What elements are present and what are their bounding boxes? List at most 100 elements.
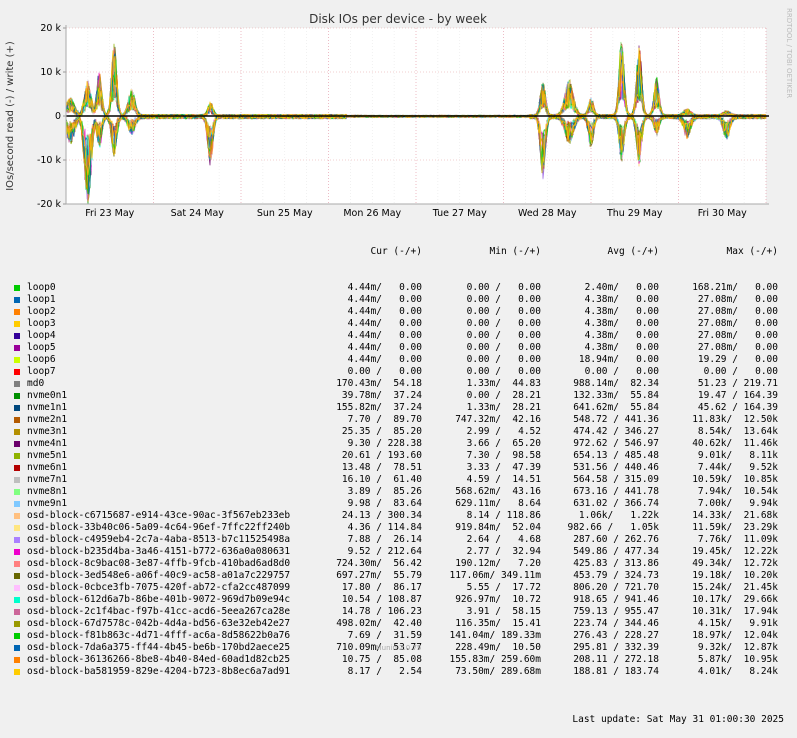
legend-cur: 14.78 / 106.23	[341, 606, 422, 617]
legend-cur: 10.75 / 85.08	[341, 654, 422, 665]
legend-max: 9.32k/ 12.87k	[697, 642, 778, 653]
legend-avg: 759.13 / 955.47	[573, 606, 659, 617]
legend-max: 27.08m/ 0.00	[697, 306, 778, 317]
legend-max: 7.44k/ 9.52k	[697, 462, 778, 473]
legend-avg: 988.14m/ 82.34	[573, 378, 659, 389]
legend-row: osd-block-3ed548e6-a06f-40c9-ac58-a01a7c…	[0, 570, 797, 582]
legend-swatch	[14, 405, 20, 411]
col-max-header: Max (-/+)	[726, 246, 778, 257]
legend-cur: 4.36 / 114.84	[347, 522, 422, 533]
legend-min: 0.00 / 0.00	[466, 354, 541, 365]
legend-row: nvme2n1 7.70 / 89.70 747.32m/ 42.16 548.72 …	[0, 414, 797, 426]
legend-row: nvme6n1 13.48 / 78.51 3.33 / 47.39 531.56 /…	[0, 462, 797, 474]
legend-label: loop5	[27, 342, 56, 353]
legend-max: 40.62k/ 11.46k	[692, 438, 778, 449]
legend-min: 568.62m/ 43.16	[455, 486, 541, 497]
legend-max: 10.59k/ 10.85k	[692, 474, 778, 485]
last-update-row: Last update: Sat May 31 01:00:30 2025	[0, 702, 797, 725]
x-tick-label: Wed 28 May	[518, 208, 577, 219]
legend-cur: 9.30 / 228.38	[347, 438, 422, 449]
legend-max: 4.01k/ 8.24k	[697, 666, 778, 677]
legend-cur: 7.88 / 26.14	[347, 534, 422, 545]
legend-swatch	[14, 525, 20, 531]
legend-cur: 4.44m/ 0.00	[347, 342, 422, 353]
legend-label: loop7	[27, 366, 56, 377]
legend-swatch	[14, 489, 20, 495]
legend-avg: 295.81 / 332.39	[573, 642, 659, 653]
legend-swatch	[14, 333, 20, 339]
legend-avg: 0.00 / 0.00	[584, 366, 659, 377]
legend-avg: 474.42 / 346.27	[573, 426, 659, 437]
legend-max: 15.24k/ 21.45k	[692, 582, 778, 593]
chart: Disk IOs per device - by week IOs/second…	[5, 8, 793, 219]
legend-max: 51.23 / 219.71	[697, 378, 778, 389]
legend-label: osd-block-36136266-8be8-4b40-84ed-60ad1d…	[27, 654, 291, 665]
legend-swatch	[14, 393, 20, 399]
legend-cur: 155.82m/ 37.24	[336, 402, 422, 413]
x-tick-label: Fri 23 May	[85, 208, 134, 219]
legend-avg: 4.38m/ 0.00	[584, 294, 659, 305]
legend-swatch	[14, 453, 20, 459]
col-avg-header: Avg (-/+)	[607, 246, 659, 257]
legend-min: 926.97m/ 10.72	[455, 594, 541, 605]
legend-min: 0.00 / 28.21	[466, 390, 541, 401]
y-tick-label: 20 k	[40, 23, 61, 34]
legend-row: osd-block-c4959eb4-2c7a-4aba-8513-b7c115…	[0, 534, 797, 546]
legend-label: osd-block-f81b863c-4d71-4fff-ac6a-8d5862…	[27, 630, 291, 641]
legend-max: 10.31k/ 17.94k	[692, 606, 778, 617]
x-tick-label: Sat 24 May	[171, 208, 225, 219]
legend-row: osd-block-0cbce3fb-7075-420f-ab72-cfa2cc…	[0, 582, 797, 594]
legend-label: md0	[27, 378, 45, 389]
legend-avg: 4.38m/ 0.00	[584, 330, 659, 341]
legend-min: 155.83m/ 259.60m	[449, 654, 541, 665]
legend-min: 0.00 / 0.00	[466, 366, 541, 377]
legend-row: osd-block-2c1f4bac-f97b-41cc-acd6-5eea26…	[0, 606, 797, 618]
legend-min: 0.00 / 0.00	[466, 282, 541, 293]
legend-label: nvme4n1	[27, 438, 68, 449]
legend-cur: 4.44m/ 0.00	[347, 354, 422, 365]
legend-swatch	[14, 357, 20, 363]
y-tick-label: -20 k	[37, 199, 62, 210]
legend-max: 19.18k/ 10.20k	[692, 570, 778, 581]
legend-label: osd-block-0cbce3fb-7075-420f-ab72-cfa2cc…	[27, 582, 291, 593]
legend-min: 117.06m/ 349.11m	[449, 570, 541, 581]
legend-avg: 918.65 / 941.46	[573, 594, 659, 605]
legend-max: 168.21m/ 0.00	[692, 282, 778, 293]
legend-label: osd-block-8c9bac08-3e87-4ffb-9fcb-410bad…	[27, 558, 291, 569]
legend-max: 19.29 / 0.00	[697, 354, 778, 365]
legend-cur: 697.27m/ 55.79	[336, 570, 422, 581]
legend-avg: 132.33m/ 55.84	[573, 390, 659, 401]
legend-max: 5.87k/ 10.95k	[697, 654, 778, 665]
legend-cur: 3.89 / 85.26	[347, 486, 422, 497]
legend-label: nvme3n1	[27, 426, 68, 437]
legend-avg: 2.40m/ 0.00	[584, 282, 659, 293]
legend-cur: 4.44m/ 0.00	[347, 282, 422, 293]
legend-cur: 8.17 / 2.54	[347, 666, 422, 677]
legend-min: 0.00 / 0.00	[466, 294, 541, 305]
legend-row: nvme9n1 9.98 / 83.64 629.11m/ 8.64 631.02 /…	[0, 498, 797, 510]
legend-swatch	[14, 417, 20, 423]
legend-avg: 188.81 / 183.74	[573, 666, 659, 677]
legend-row: loop4 4.44m/ 0.00 0.00 / 0.00 4.38m/ 0.00 27…	[0, 330, 797, 342]
legend-label: nvme7n1	[27, 474, 68, 485]
legend-row: nvme7n1 16.10 / 61.40 4.59 / 14.51 564.58 /…	[0, 474, 797, 486]
legend-max: 27.08m/ 0.00	[697, 330, 778, 341]
legend-min: 5.55 / 17.72	[466, 582, 541, 593]
legend-row: osd-block-33b40c06-5a09-4c64-96ef-7ffc22…	[0, 522, 797, 534]
legend-swatch	[14, 597, 20, 603]
legend-avg: 1.06k/ 1.22k	[578, 510, 659, 521]
legend-max: 19.45k/ 12.22k	[692, 546, 778, 557]
legend-min: 0.00 / 0.00	[466, 318, 541, 329]
legend-label: loop1	[27, 294, 56, 305]
legend-label: loop6	[27, 354, 56, 365]
legend-cur: 0.00 / 0.00	[347, 366, 422, 377]
legend-label: nvme0n1	[27, 390, 68, 401]
legend-max: 8.54k/ 13.64k	[697, 426, 778, 437]
legend-avg: 4.38m/ 0.00	[584, 318, 659, 329]
legend-label: loop4	[27, 330, 56, 341]
legend-label: loop3	[27, 318, 56, 329]
legend-cur: 24.13 / 300.34	[341, 510, 422, 521]
legend-min: 7.30 / 98.58	[466, 450, 541, 461]
legend-swatch	[14, 585, 20, 591]
legend-cur: 17.80 / 86.17	[341, 582, 422, 593]
